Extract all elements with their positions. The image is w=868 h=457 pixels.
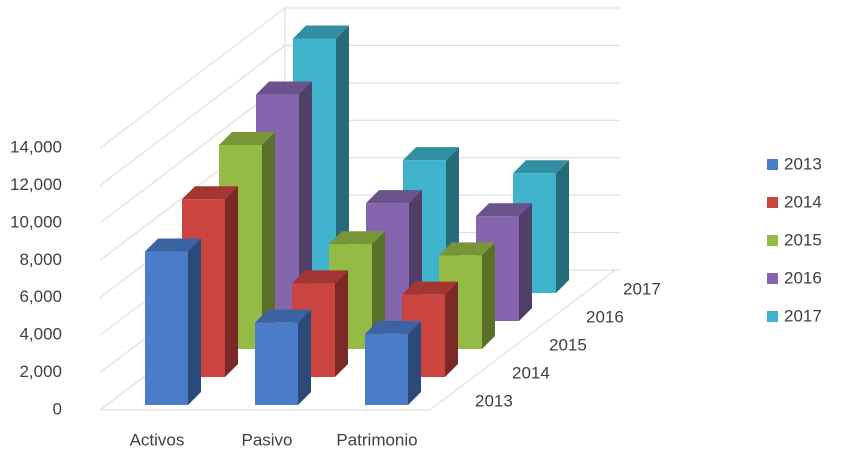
y-tick-label: 10,000 [10,212,62,231]
y-tick-label: 12,000 [10,175,62,194]
bar-side [408,320,421,405]
y-tick-label: 6,000 [19,287,62,306]
x-tick-label: Pasivo [241,430,292,449]
floor [100,269,620,411]
bar-top [402,281,458,295]
legend-label: 2017 [784,306,822,325]
y-tick-label: 0 [53,399,62,418]
legend-swatch [767,159,778,170]
y-tick-label: 2,000 [19,362,62,381]
bar-top [292,270,348,284]
bar-front [255,322,298,405]
legend-label: 2014 [784,192,822,211]
bar-top [329,231,385,245]
bar-side [298,309,311,405]
bar-side [445,281,458,377]
bar-side [336,25,349,293]
bar-side [188,238,201,405]
bar-top [256,81,312,95]
bar [365,320,421,405]
bar-top [403,147,459,161]
bar-side [482,242,495,349]
depth-label: 2015 [549,335,587,354]
bar-side [225,186,238,377]
bar-top [255,309,311,323]
bar-side [299,81,312,321]
y-tick-label: 8,000 [19,250,62,269]
legend-swatch [767,197,778,208]
legend-swatch [767,273,778,284]
legend-label: 2016 [784,268,822,287]
bar-top [219,132,275,146]
bar-side [519,203,532,321]
bar-top [365,320,421,334]
bar-side [335,270,348,377]
depth-label: 2014 [512,363,550,382]
bar-side [262,132,275,349]
bar-side [556,160,569,293]
legend-swatch [767,311,778,322]
bar-top [439,242,495,256]
depth-label: 2013 [475,391,513,410]
depth-label: 2017 [623,279,661,298]
bar-front [365,333,408,405]
bar-top [182,186,238,200]
bar [145,238,201,405]
legend-label: 2013 [784,154,822,173]
bar-top [366,190,422,204]
legend-label: 2015 [784,230,822,249]
bar-top [293,25,349,39]
bar-front [145,251,188,405]
x-tick-label: Activos [130,430,185,449]
y-tick-label: 14,000 [10,137,62,156]
bar-top [513,160,569,174]
bar [255,309,311,405]
bar-top [476,203,532,217]
x-tick-label: Patrimonio [336,430,417,449]
bar-side [372,231,385,349]
y-tick-label: 4,000 [19,325,62,344]
legend-swatch [767,235,778,246]
bar-top [145,238,201,252]
depth-label: 2016 [586,307,624,326]
